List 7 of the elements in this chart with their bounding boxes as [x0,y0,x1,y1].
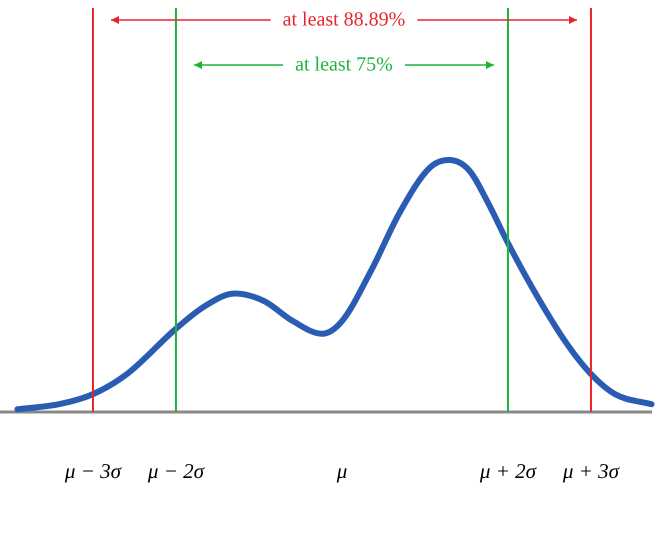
x-tick-label: μ − 3σ [64,458,123,483]
x-tick-label: μ − 2σ [146,458,206,483]
x-tick-label: μ + 3σ [562,458,621,483]
x-tick-label: μ + 2σ [478,458,538,483]
x-tick-label: μ [336,458,348,483]
text: at least 88.89% [282,8,406,30]
text: at least 75% [295,53,393,76]
